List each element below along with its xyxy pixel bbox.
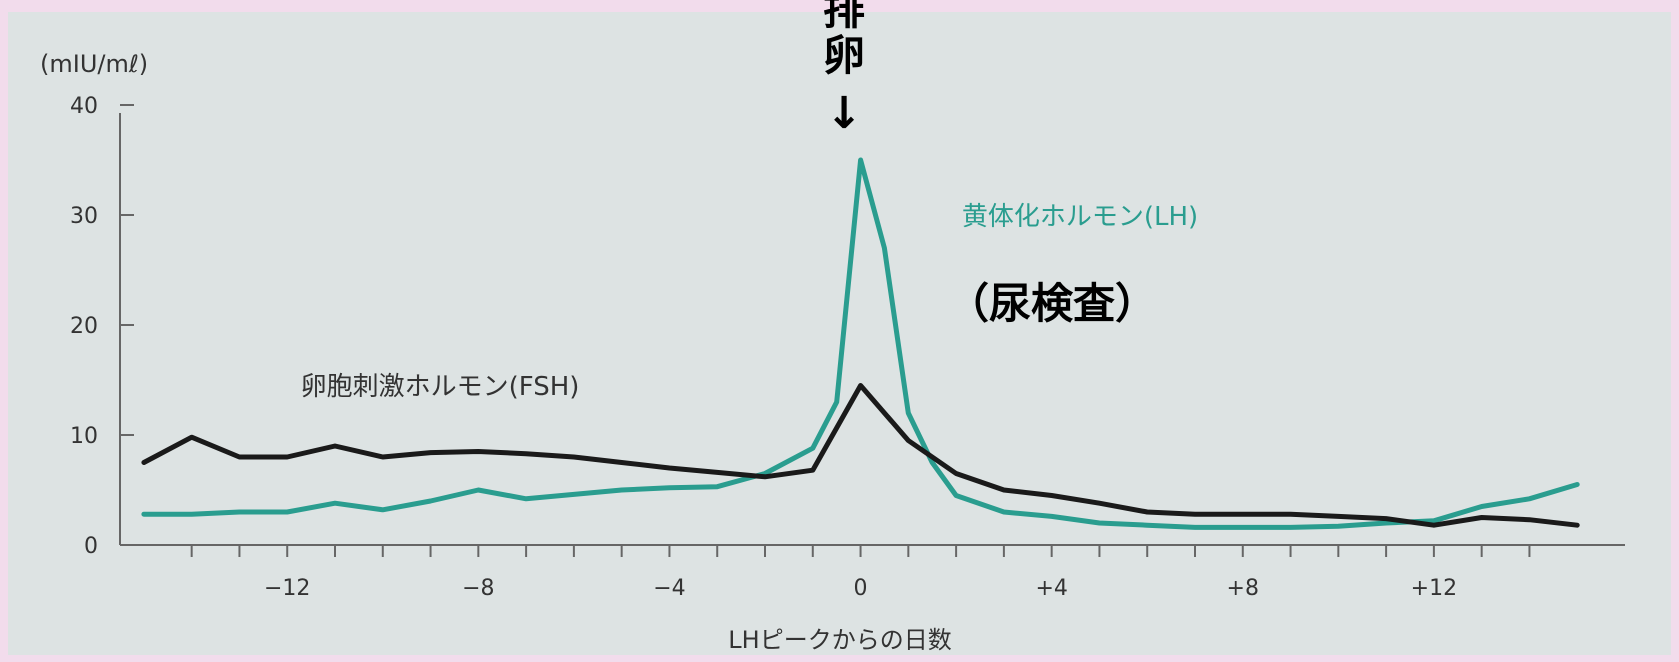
x-tick-label: −8 [462, 576, 494, 601]
ovulation-label-bottom: 卵 [823, 31, 865, 80]
y-tick-label: 30 [70, 204, 98, 229]
y-tick-label: 20 [70, 314, 98, 339]
y-tick-label: 0 [84, 534, 98, 559]
series-line-fsh [141, 383, 1580, 528]
urine-test-label: （尿検査） [947, 279, 1157, 328]
x-tick-label: +4 [1035, 576, 1067, 601]
y-tick-label: 10 [70, 424, 98, 449]
x-tick-label: −12 [264, 576, 310, 601]
x-tick-label: 0 [854, 576, 868, 601]
y-tick-label: 40 [70, 94, 98, 119]
series-label-fsh: 卵胞刺激ホルモン(FSH) [301, 372, 580, 402]
x-tick-label: −4 [653, 576, 685, 601]
axes: 0 10 20 30 40 −12 −8 −4 0 +4 +8 +12 [70, 94, 1625, 601]
series-layer [141, 157, 1580, 530]
plot-panel [8, 12, 1671, 655]
x-tick-label: +12 [1411, 576, 1457, 601]
x-tick-label: +8 [1227, 576, 1259, 601]
x-axis-title: LHピークからの日数 [728, 626, 951, 654]
ovulation-arrow: ↓ [826, 88, 863, 139]
ovulation-label-top: 排 [823, 0, 865, 34]
y-axis-title: (mIU/mℓ) [40, 50, 148, 78]
series-label-lh: 黄体化ホルモン(LH) [962, 202, 1198, 232]
series-line-lh [141, 157, 1580, 530]
